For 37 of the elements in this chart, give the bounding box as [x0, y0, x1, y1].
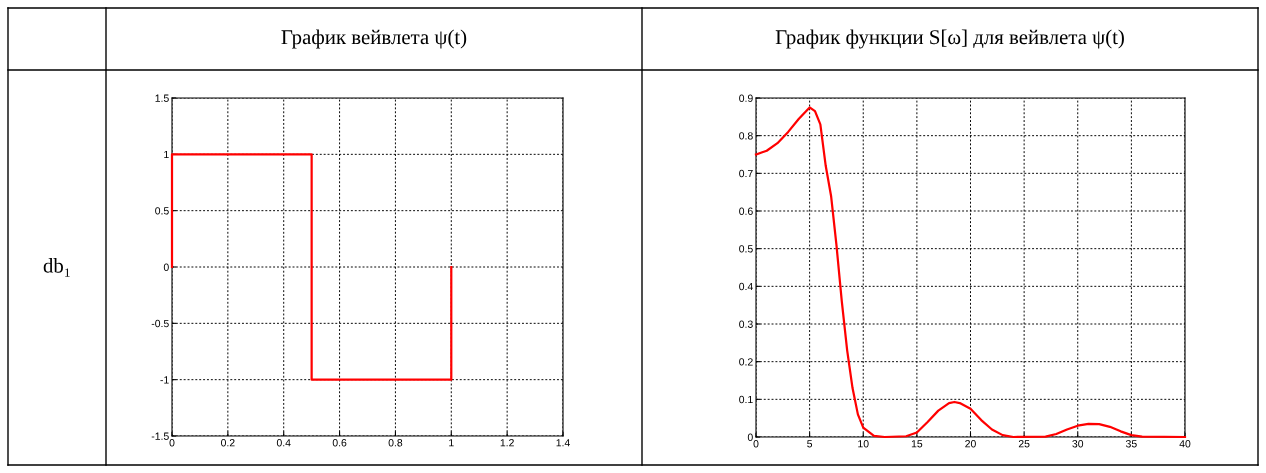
- y-tick-label: 1: [164, 150, 169, 159]
- y-tick-label: 0.7: [739, 169, 753, 178]
- y-tick-label: 0: [163, 263, 169, 271]
- y-tick-label: 0.2: [739, 358, 753, 366]
- text: db₁: [43, 258, 70, 277]
- y-tick-label: 0.1: [739, 395, 753, 404]
- x-tick-label: 20: [965, 440, 976, 448]
- y-tick-label: 0.6: [739, 207, 753, 215]
- x-tick-label: 1.4: [556, 439, 570, 447]
- x-tick-label: 0.8: [388, 439, 403, 447]
- x-tick-label: 0: [753, 440, 759, 448]
- x-tick-label: 1.2: [500, 439, 514, 447]
- x-tick-label: 0.4: [276, 439, 291, 447]
- y-tick-label: 0.4: [739, 282, 753, 291]
- x-tick-label: 1: [449, 439, 454, 447]
- x-tick-label: 35: [1125, 440, 1137, 448]
- x-tick-label: 0: [169, 439, 175, 447]
- x-tick-label: 40: [1179, 440, 1191, 448]
- y-tick-label: 0: [747, 433, 753, 441]
- y-tick-label: -1: [160, 376, 169, 384]
- y-tick-label: -0.5: [151, 319, 169, 328]
- y-tick-label: 0.5: [155, 207, 169, 215]
- x-tick-label: 0.6: [332, 439, 347, 447]
- chart-title: График функции S[ω] для вейвлета ψ(t): [775, 29, 1124, 49]
- x-tick-label: 0.2: [221, 439, 235, 447]
- y-tick-label: 0.5: [739, 245, 753, 253]
- x-tick-label: 10: [858, 440, 869, 448]
- y-tick-label: 0.8: [739, 132, 753, 140]
- x-tick-label: 5: [807, 440, 813, 448]
- x-tick-label: 15: [911, 440, 923, 448]
- chart-title: График вейвлета ψ(t): [281, 29, 467, 49]
- y-tick-label: 0.9: [739, 94, 753, 102]
- y-tick-label: 1.5: [155, 94, 169, 102]
- y-tick-label: 0.3: [739, 320, 753, 328]
- x-tick-label: 25: [1018, 440, 1030, 448]
- x-tick-label: 30: [1072, 440, 1084, 448]
- y-tick-label: -1.5: [151, 432, 169, 440]
